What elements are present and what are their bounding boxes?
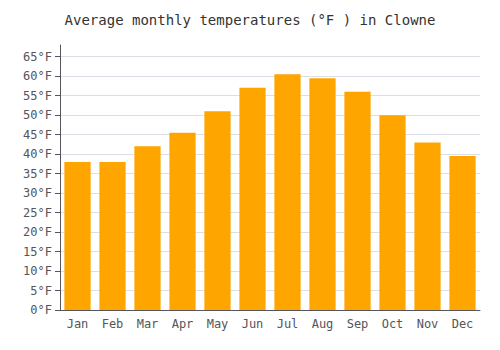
svg-text:45°F: 45°F [23, 128, 52, 142]
svg-text:May: May [207, 317, 229, 331]
svg-text:15°F: 15°F [23, 245, 52, 259]
svg-text:30°F: 30°F [23, 186, 52, 200]
svg-text:50°F: 50°F [23, 108, 52, 122]
svg-text:25°F: 25°F [23, 206, 52, 220]
svg-text:35°F: 35°F [23, 167, 52, 181]
svg-text:5°F: 5°F [30, 284, 52, 298]
svg-text:Aug: Aug [312, 317, 334, 331]
svg-text:Jul: Jul [277, 317, 299, 331]
svg-text:Nov: Nov [417, 317, 439, 331]
svg-text:0°F: 0°F [30, 303, 52, 317]
svg-text:Dec: Dec [452, 317, 474, 331]
svg-text:55°F: 55°F [23, 89, 52, 103]
svg-text:Feb: Feb [102, 317, 124, 331]
svg-text:65°F: 65°F [23, 50, 52, 64]
svg-text:Sep: Sep [347, 317, 369, 331]
svg-text:Jan: Jan [67, 317, 89, 331]
svg-text:40°F: 40°F [23, 147, 52, 161]
svg-text:10°F: 10°F [23, 264, 52, 278]
svg-text:20°F: 20°F [23, 225, 52, 239]
svg-text:60°F: 60°F [23, 69, 52, 83]
svg-text:Mar: Mar [137, 317, 159, 331]
svg-text:Apr: Apr [172, 317, 194, 331]
svg-text:Average monthly temperatures (: Average monthly temperatures (°F ) in Cl… [65, 12, 436, 28]
svg-text:Jun: Jun [242, 317, 264, 331]
svg-text:Oct: Oct [382, 317, 404, 331]
